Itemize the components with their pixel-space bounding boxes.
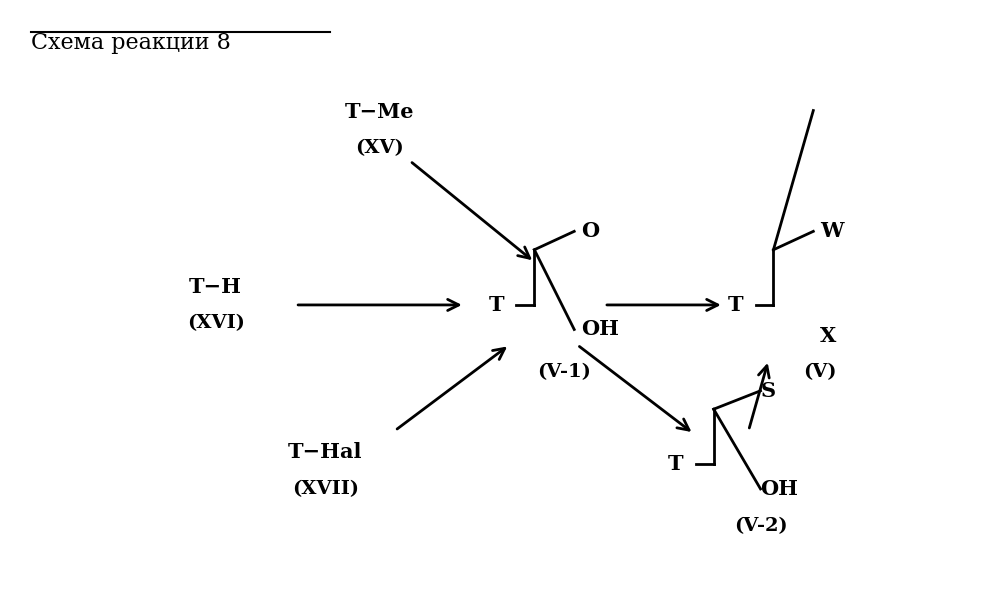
Text: (XVI): (XVI): [187, 314, 245, 332]
Text: (V-2): (V-2): [733, 517, 787, 535]
Text: S: S: [760, 381, 775, 401]
Text: OH: OH: [760, 479, 798, 499]
Text: (V-1): (V-1): [537, 363, 591, 381]
Text: O: O: [581, 221, 599, 241]
Text: T−H: T−H: [189, 277, 242, 296]
Text: X: X: [820, 326, 836, 346]
Text: Схема реакции 8: Схема реакции 8: [31, 32, 231, 54]
Text: (V): (V): [803, 363, 837, 381]
Text: T: T: [489, 295, 504, 315]
Text: OH: OH: [581, 320, 619, 339]
Text: (XV): (XV): [356, 140, 405, 158]
Text: T: T: [668, 455, 683, 474]
Text: T: T: [728, 295, 743, 315]
Text: W: W: [820, 221, 844, 241]
Text: T−Me: T−Me: [346, 102, 415, 122]
Text: T−Hal: T−Hal: [288, 442, 363, 462]
Text: (XVII): (XVII): [292, 480, 359, 498]
